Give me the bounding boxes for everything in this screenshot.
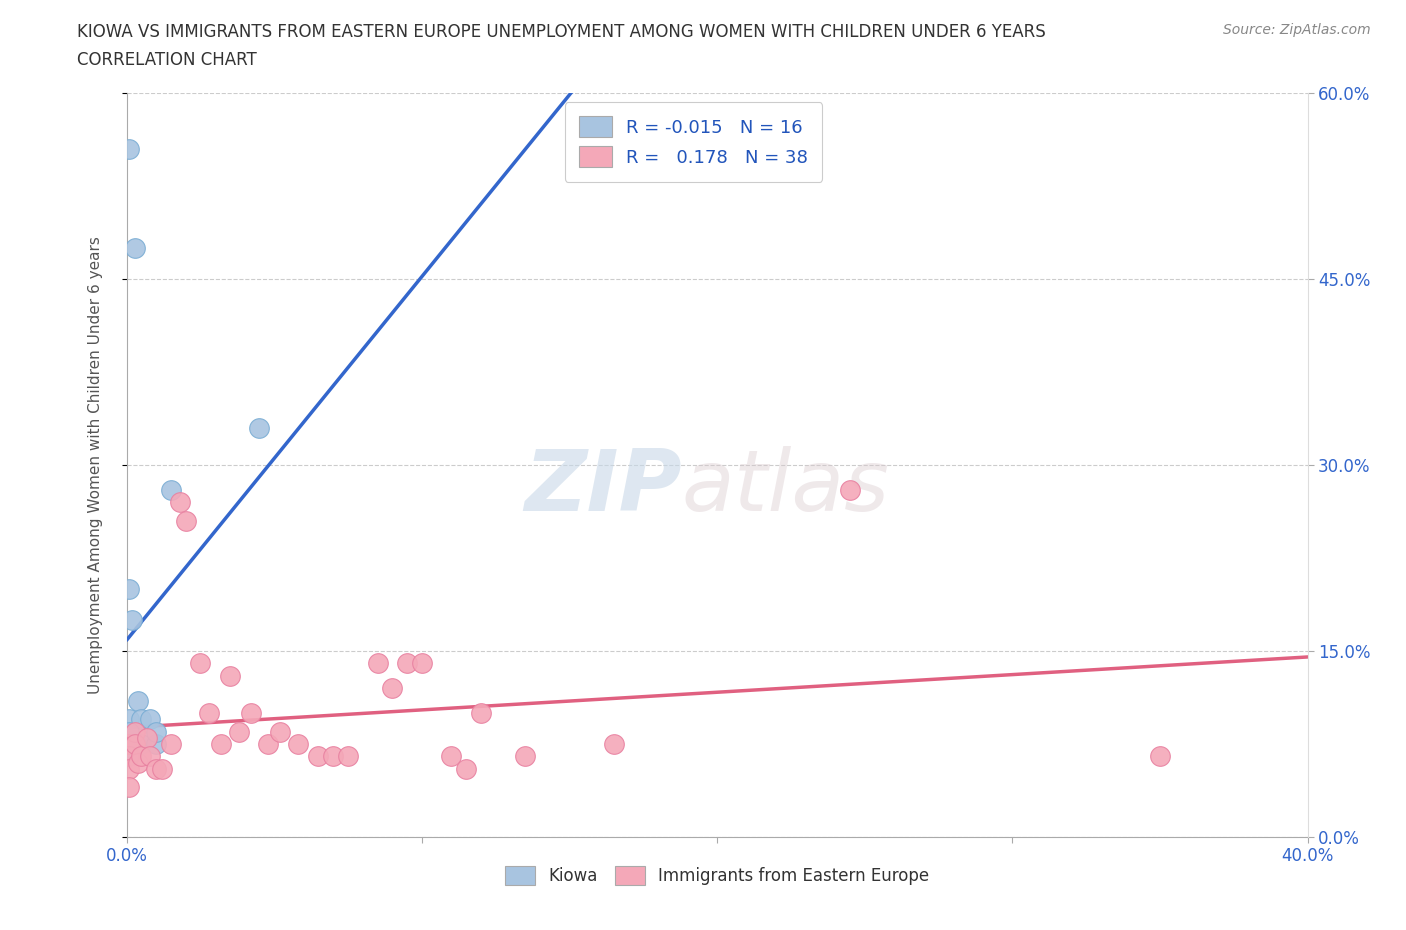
- Text: atlas: atlas: [682, 445, 890, 529]
- Point: [188, 656, 212, 671]
- Point: [145, 724, 167, 739]
- Point: [118, 711, 141, 726]
- Point: [249, 420, 271, 435]
- Text: ZIP: ZIP: [524, 445, 682, 529]
- Point: [127, 755, 149, 770]
- Point: [440, 749, 463, 764]
- Point: [411, 656, 433, 671]
- Point: [145, 737, 167, 751]
- Point: [139, 749, 162, 764]
- Point: [124, 737, 146, 751]
- Point: [367, 656, 389, 671]
- Text: Source: ZipAtlas.com: Source: ZipAtlas.com: [1223, 23, 1371, 37]
- Point: [337, 749, 360, 764]
- Point: [269, 724, 291, 739]
- Point: [456, 762, 478, 777]
- Legend: Kiowa, Immigrants from Eastern Europe: Kiowa, Immigrants from Eastern Europe: [499, 859, 935, 892]
- Point: [118, 724, 141, 739]
- Point: [169, 495, 191, 510]
- Point: [118, 780, 141, 795]
- Point: [118, 749, 141, 764]
- Text: KIOWA VS IMMIGRANTS FROM EASTERN EUROPE UNEMPLOYMENT AMONG WOMEN WITH CHILDREN U: KIOWA VS IMMIGRANTS FROM EASTERN EUROPE …: [77, 23, 1046, 41]
- Point: [239, 706, 262, 721]
- Point: [118, 581, 141, 596]
- Point: [118, 762, 141, 777]
- Point: [139, 711, 162, 726]
- Point: [396, 656, 419, 671]
- Point: [160, 483, 183, 498]
- Point: [209, 737, 232, 751]
- Point: [129, 749, 153, 764]
- Point: [150, 762, 173, 777]
- Point: [160, 737, 183, 751]
- Point: [198, 706, 221, 721]
- Point: [308, 749, 330, 764]
- Point: [257, 737, 280, 751]
- Point: [127, 693, 149, 708]
- Point: [121, 613, 143, 628]
- Point: [118, 737, 141, 751]
- Point: [1149, 749, 1171, 764]
- Point: [129, 711, 153, 726]
- Point: [129, 737, 153, 751]
- Point: [136, 730, 159, 745]
- Point: [124, 724, 146, 739]
- Point: [124, 241, 146, 256]
- Point: [118, 141, 141, 156]
- Point: [118, 749, 141, 764]
- Point: [470, 706, 492, 721]
- Point: [322, 749, 344, 764]
- Point: [838, 483, 860, 498]
- Y-axis label: Unemployment Among Women with Children Under 6 years: Unemployment Among Women with Children U…: [89, 236, 103, 694]
- Point: [118, 737, 141, 751]
- Text: CORRELATION CHART: CORRELATION CHART: [77, 51, 257, 69]
- Point: [219, 669, 242, 684]
- Point: [174, 513, 197, 528]
- Point: [228, 724, 250, 739]
- Point: [287, 737, 309, 751]
- Point: [515, 749, 537, 764]
- Point: [381, 681, 404, 696]
- Point: [145, 762, 167, 777]
- Point: [603, 737, 626, 751]
